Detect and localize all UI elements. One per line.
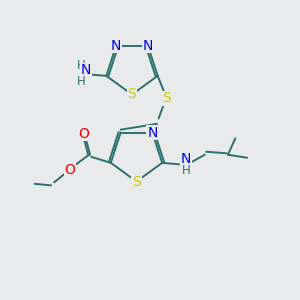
Text: N: N: [147, 126, 158, 140]
Text: H: H: [182, 164, 190, 177]
Text: N: N: [181, 152, 191, 166]
Text: O: O: [64, 163, 75, 177]
Text: N: N: [143, 39, 153, 53]
Text: O: O: [78, 127, 89, 141]
Text: N: N: [111, 39, 121, 53]
Text: S: S: [128, 88, 136, 101]
Text: S: S: [162, 91, 170, 105]
Text: S: S: [132, 175, 141, 188]
Text: N: N: [81, 63, 91, 77]
Text: H: H: [76, 59, 85, 72]
Text: H: H: [76, 75, 85, 88]
